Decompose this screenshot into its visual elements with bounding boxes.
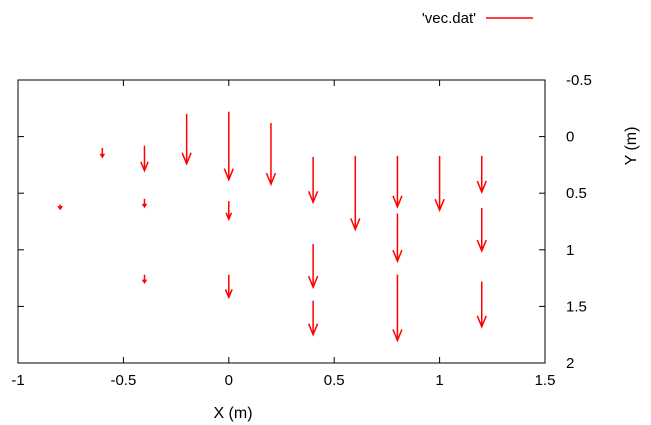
vector-head [223, 168, 234, 182]
legend-label: 'vec.dat' [422, 10, 476, 27]
vector-arrow [140, 145, 149, 173]
vector-arrow [392, 155, 403, 209]
vector-arrow [476, 207, 487, 253]
vector-head [225, 212, 233, 222]
vector-head [476, 239, 487, 253]
vector-arrow [476, 155, 487, 195]
vector-head [265, 172, 277, 187]
vector-head [307, 190, 319, 205]
vector-head [57, 205, 63, 211]
x-tick-label: -1 [11, 372, 24, 389]
vector-arrow [350, 155, 361, 232]
vector-head [140, 161, 149, 173]
vector-arrow [392, 274, 403, 343]
vector-arrow [141, 274, 148, 284]
vector-arrow [307, 156, 319, 205]
vector-head [392, 195, 403, 209]
x-tick-label: 1.5 [535, 372, 556, 389]
vector-arrow [181, 113, 192, 166]
vector-head [476, 180, 487, 195]
vector-head [434, 198, 445, 213]
vector-head [307, 275, 319, 290]
x-tick-label: 1 [435, 372, 443, 389]
legend: 'vec.dat' [422, 10, 533, 27]
vector-head [392, 249, 403, 264]
y-tick-label: -0.5 [566, 72, 592, 89]
vector-head [181, 152, 192, 166]
vector-arrow [141, 198, 148, 209]
vector-arrow [307, 300, 319, 337]
vector-series [57, 111, 487, 343]
y-tick-label: 0.5 [566, 185, 587, 202]
vector-arrow [392, 213, 403, 264]
vector-arrow [265, 123, 277, 187]
vector-head [99, 153, 105, 159]
vector-arrow [434, 155, 445, 213]
vector-arrow [225, 201, 233, 222]
y-tick-label: 1 [566, 242, 574, 259]
vector-head [141, 279, 148, 284]
vector-arrow [99, 147, 105, 159]
vector-head [224, 289, 233, 300]
x-axis-title: X (m) [213, 405, 252, 422]
y-tick-label: 1.5 [566, 298, 587, 315]
plot-frame [17, 79, 546, 364]
vector-arrow [224, 274, 233, 300]
x-tick-label: -0.5 [110, 372, 136, 389]
y-axis-ticks: -0.5 0 0.5 1 1.5 2 [18, 72, 592, 372]
vector-arrow [476, 281, 487, 329]
y-axis-title: Y (m) [623, 127, 640, 166]
y-tick-label: 2 [566, 355, 574, 372]
y-tick-label: 0 [566, 129, 574, 146]
x-axis-ticks: -1 -0.5 0 0.5 1 1.5 [11, 80, 555, 389]
vector-arrow [57, 204, 63, 211]
vector-arrow [307, 244, 319, 290]
vector-head [476, 315, 487, 329]
x-tick-label: 0 [225, 372, 233, 389]
vector-head [350, 218, 361, 232]
x-tick-label: 0.5 [324, 372, 345, 389]
vector-head [392, 329, 403, 343]
vector-arrow [223, 111, 234, 182]
vector-head [307, 323, 319, 337]
vector-head [141, 203, 148, 209]
